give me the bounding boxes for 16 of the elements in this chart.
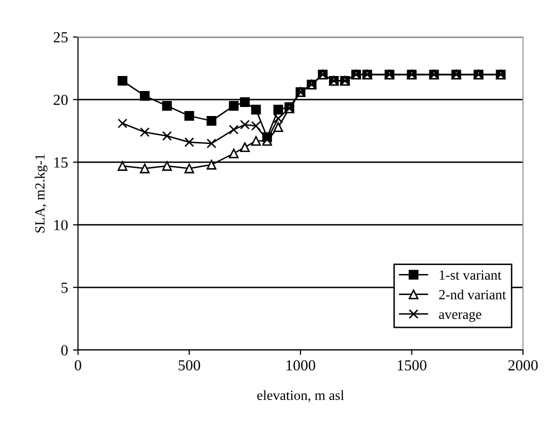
legend-label: 2-nd variant (439, 290, 506, 300)
legend-label: average (439, 312, 482, 322)
y-tick-label: 25 (54, 32, 68, 42)
x-tick-label: 2000 (508, 360, 538, 370)
y-tick-label: 10 (54, 220, 68, 230)
y-axis-title: SLA, m2.kg-1 (34, 154, 48, 232)
x-tick-label: 1000 (286, 360, 316, 370)
x-tick-label: 1500 (398, 360, 426, 370)
x-tick-label: 0 (74, 360, 82, 370)
legend-label: 1-st variant (440, 270, 502, 280)
y-tick-label: 20 (54, 94, 68, 106)
y-tick-label: 0 (61, 345, 68, 356)
y-tick-label: 15 (54, 157, 68, 168)
x-axis-title: elevation, m asl (257, 390, 344, 402)
x-tick-label: 500 (178, 360, 200, 370)
y-tick-label: 5 (62, 282, 68, 293)
